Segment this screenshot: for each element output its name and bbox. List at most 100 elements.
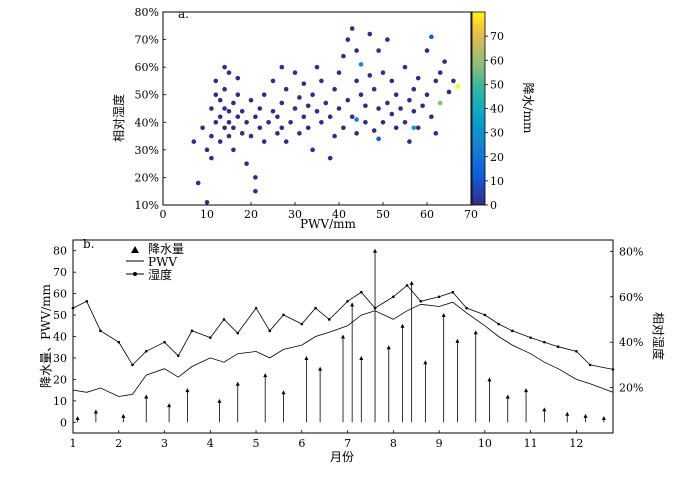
scatter-point — [429, 34, 434, 40]
scatter-point — [217, 139, 223, 144]
scatter-point — [415, 75, 421, 81]
precip-marker — [217, 398, 222, 403]
precip-marker — [505, 394, 510, 399]
timeseries-left-tick-label: 60 — [53, 288, 67, 301]
scatter-point — [213, 119, 219, 125]
scatter-point — [389, 111, 395, 117]
humidity-series-line — [72, 284, 614, 370]
scatter-point — [363, 119, 368, 125]
scatter-point — [226, 70, 232, 75]
timeseries-right-tick-label: 80% — [619, 245, 643, 258]
humidity-point — [85, 300, 89, 303]
scatter-point — [235, 114, 241, 120]
humidity-point — [222, 318, 226, 321]
timeseries-x-tick-label: 9 — [436, 437, 443, 450]
precip-marker — [409, 280, 414, 285]
scatter-point — [341, 125, 346, 131]
precip-marker — [235, 381, 240, 386]
scatter-point — [305, 103, 311, 109]
scatter-point — [402, 64, 408, 70]
scatter-point — [424, 48, 430, 53]
scatter-point — [358, 92, 364, 98]
scatter-point — [411, 86, 417, 92]
scatter-point — [345, 37, 351, 42]
scatter-point — [209, 155, 214, 161]
scatter-point — [275, 114, 280, 120]
scatter-point — [380, 70, 386, 75]
timeseries-left-tick-label: 20 — [53, 373, 67, 386]
scatter-point — [349, 114, 355, 120]
scatter-x-axis-label: PWV/mm — [300, 217, 356, 231]
scatter-point — [389, 78, 395, 84]
scatter-point — [429, 114, 434, 120]
scatter-point — [323, 100, 329, 106]
legend-pwv-label: PWV — [148, 255, 177, 269]
colorbar-label: 降水/mm — [521, 83, 535, 134]
precip-marker — [359, 355, 364, 360]
pwv-series-line — [72, 301, 614, 397]
timeseries-x-tick-label: 4 — [207, 437, 214, 450]
scatter-point — [195, 180, 201, 186]
scatter-point — [433, 131, 439, 136]
scatter-point — [305, 125, 311, 131]
timeseries-x-tick-label: 2 — [115, 437, 122, 450]
timeseries-x-tick-label: 12 — [569, 437, 583, 450]
precip-marker — [423, 360, 428, 365]
scatter-point — [455, 84, 461, 89]
scatter-point — [402, 119, 408, 125]
scatter-point — [200, 125, 205, 131]
scatter-point — [393, 125, 399, 131]
precip-marker — [455, 338, 460, 343]
colorbar-tick-label: 40 — [490, 103, 504, 116]
scatter-point — [363, 103, 368, 109]
scatter-point — [297, 95, 302, 100]
timeseries-left-tick-label: 50 — [53, 309, 67, 322]
scatter-point — [209, 106, 214, 111]
scatter-point — [283, 86, 289, 92]
timeseries-left-tick-label: 0 — [60, 416, 67, 429]
scatter-point — [310, 92, 315, 98]
timeseries-x-tick-label: 1 — [70, 437, 77, 450]
scatter-point — [407, 139, 412, 144]
scatter-y-tick-label: 70% — [135, 34, 159, 47]
scatter-point — [341, 53, 346, 59]
timeseries-left-tick-label: 80 — [53, 245, 67, 258]
timeseries-x-tick-label: 8 — [390, 437, 397, 450]
scatter-point — [354, 48, 359, 53]
scatter-point — [248, 97, 254, 103]
humidity-point — [497, 322, 500, 326]
scatter-point — [367, 73, 373, 78]
scatter-point — [209, 133, 214, 139]
scatter-y-tick-label: 80% — [135, 6, 159, 19]
scatter-point — [437, 70, 443, 75]
humidity-point — [511, 329, 514, 333]
humidity-point — [373, 306, 377, 310]
scatter-point — [279, 100, 285, 106]
scatter-y-tick-label: 50% — [135, 89, 159, 102]
legend-humidity-label: 湿度 — [148, 267, 172, 282]
humidity-point — [71, 306, 75, 310]
humidity-point — [392, 295, 395, 299]
timeseries-x-tick-label: 5 — [253, 437, 260, 450]
scatter-point — [314, 64, 320, 70]
colorbar-tick-label: 50 — [490, 78, 504, 91]
scatter-x-tick-label: 50 — [376, 208, 390, 221]
scatter-point — [354, 117, 359, 122]
scatter-point — [248, 133, 254, 139]
humidity-point — [314, 306, 317, 310]
humidity-point — [611, 368, 615, 371]
scatter-point — [301, 81, 307, 86]
precip-marker — [373, 248, 378, 253]
precip-marker — [350, 302, 355, 307]
humidity-point — [176, 354, 180, 358]
scatter-point — [327, 155, 333, 161]
scatter-y-tick-label: 40% — [135, 116, 159, 129]
scatter-point — [261, 139, 267, 144]
scatter-point — [451, 78, 456, 84]
colorbar-tick-label: 70 — [490, 30, 504, 43]
scatter-point — [235, 75, 241, 81]
precip-marker — [400, 323, 405, 328]
scatter-point — [385, 37, 390, 42]
scatter-point — [407, 97, 412, 103]
